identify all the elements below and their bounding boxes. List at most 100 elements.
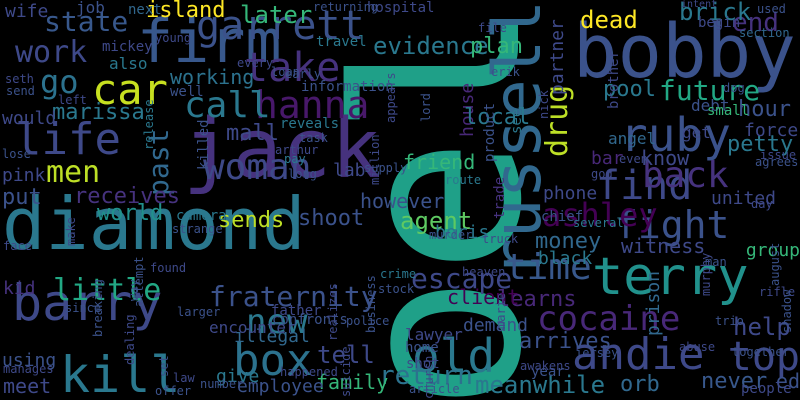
word-reveals: reveals <box>280 116 340 132</box>
word-jack: jack <box>183 102 381 197</box>
word-petty: petty <box>727 132 794 157</box>
word-law: law <box>173 371 195 385</box>
word-arthur: arthur <box>275 143 319 157</box>
word-woman: woman <box>203 147 312 188</box>
word-family: family <box>316 370 389 394</box>
word-killed: killed <box>196 119 212 170</box>
word-appears: appears <box>384 72 398 123</box>
word-pay: pay <box>284 152 306 166</box>
word-manages: manages <box>3 362 54 376</box>
word-call: call <box>184 85 271 126</box>
word-police: police <box>346 314 390 328</box>
word-begin: begin <box>698 15 741 31</box>
word-bar: bar <box>591 148 624 169</box>
word-go: go <box>40 63 79 101</box>
word-left: left <box>58 93 87 107</box>
word-face: face <box>3 239 32 253</box>
word-new: new <box>246 302 308 342</box>
word-would: would <box>2 108 57 129</box>
word-men: men <box>46 155 101 190</box>
word-hospital: hospital <box>367 0 435 16</box>
word-end: end <box>732 8 779 38</box>
word-ed: ed <box>775 369 800 393</box>
word-lab: lab <box>333 160 366 181</box>
word-evidence: evidence <box>373 32 489 60</box>
word-way: way <box>127 279 141 301</box>
word-intent: intent <box>681 0 718 10</box>
word-wife: wife <box>5 1 49 22</box>
word-father: father <box>271 303 322 319</box>
word-illegal: illegal <box>234 326 310 347</box>
word-offer: offer <box>155 384 192 398</box>
word-black: black <box>538 248 593 269</box>
word-nick: nick <box>537 90 551 119</box>
word-meanwhile: meanwhile <box>475 371 606 399</box>
word-dog: dog <box>723 81 745 95</box>
word-sends: sends <box>218 208 285 233</box>
word-job: job <box>76 0 105 17</box>
word-day: day <box>751 197 773 211</box>
word-hanna: hanna <box>255 83 370 127</box>
word-time: time <box>505 247 592 288</box>
word-however: however <box>360 189 445 213</box>
word-god: god <box>591 167 613 181</box>
word-murphy: murphy <box>699 252 713 296</box>
word-later: later <box>240 1 313 29</box>
word-diamond: diamond <box>2 182 306 266</box>
word-agent: agent <box>400 207 473 235</box>
word-witness: witness <box>621 234 706 258</box>
word-client: client <box>447 285 520 309</box>
word-take: take <box>244 45 341 91</box>
word-million: million <box>368 134 382 185</box>
word-lord: lord <box>419 93 433 122</box>
word-barry: barry <box>12 274 163 332</box>
word-put: put <box>2 185 42 210</box>
word-prison: prison <box>643 270 664 336</box>
word-returning: returning <box>313 0 379 14</box>
word-top: top <box>727 334 800 380</box>
word-issue: issue <box>760 148 797 162</box>
word-marissa: marissa <box>52 100 145 125</box>
word-found: found <box>150 261 187 275</box>
word-kid: kid <box>3 278 36 299</box>
word-box: box <box>233 335 313 386</box>
word-hour: hour <box>738 97 791 122</box>
word-tell: tell <box>317 341 375 369</box>
word-year: year <box>531 364 565 380</box>
word-product: product <box>482 102 498 162</box>
word-receives: receives <box>74 184 180 209</box>
word-garrett: garrett <box>196 3 365 49</box>
word-august: august <box>768 242 782 286</box>
word-marie: marie <box>494 292 508 329</box>
word-find: find <box>596 163 693 209</box>
word-see: see <box>509 108 525 134</box>
word-larger: larger <box>177 305 221 319</box>
word-people: people <box>741 381 792 397</box>
word-early: early <box>285 67 322 81</box>
word-plan: plan <box>470 34 523 59</box>
word-several: several <box>573 216 624 230</box>
word-orb: orb <box>620 372 660 397</box>
word-man: man <box>705 255 727 269</box>
word-used: used <box>757 2 786 16</box>
word-jersey: jersey <box>575 346 619 360</box>
word-realizes: realizes <box>326 283 340 341</box>
word-shoot: shoot <box>298 206 365 231</box>
word-firm: firm <box>137 7 282 77</box>
word-murder: murder <box>429 228 473 242</box>
word-truck: truck <box>482 232 519 246</box>
word-employee: employee <box>237 376 324 397</box>
word-suicide: suicide <box>339 346 353 397</box>
word-task: task <box>299 131 328 145</box>
word-rifle: rifle <box>759 285 796 299</box>
word-lawyer: lawyer <box>405 325 463 344</box>
word-fight: fight <box>615 203 730 247</box>
word-money: money <box>535 229 602 254</box>
word-young: young <box>155 31 192 45</box>
word-next: next <box>128 2 162 18</box>
word-camera: camera <box>176 208 227 224</box>
word-trade: trade <box>492 176 508 219</box>
word-debt: debt <box>691 96 730 115</box>
word-little: little <box>53 273 162 308</box>
word-awakens: awakens <box>520 359 571 373</box>
